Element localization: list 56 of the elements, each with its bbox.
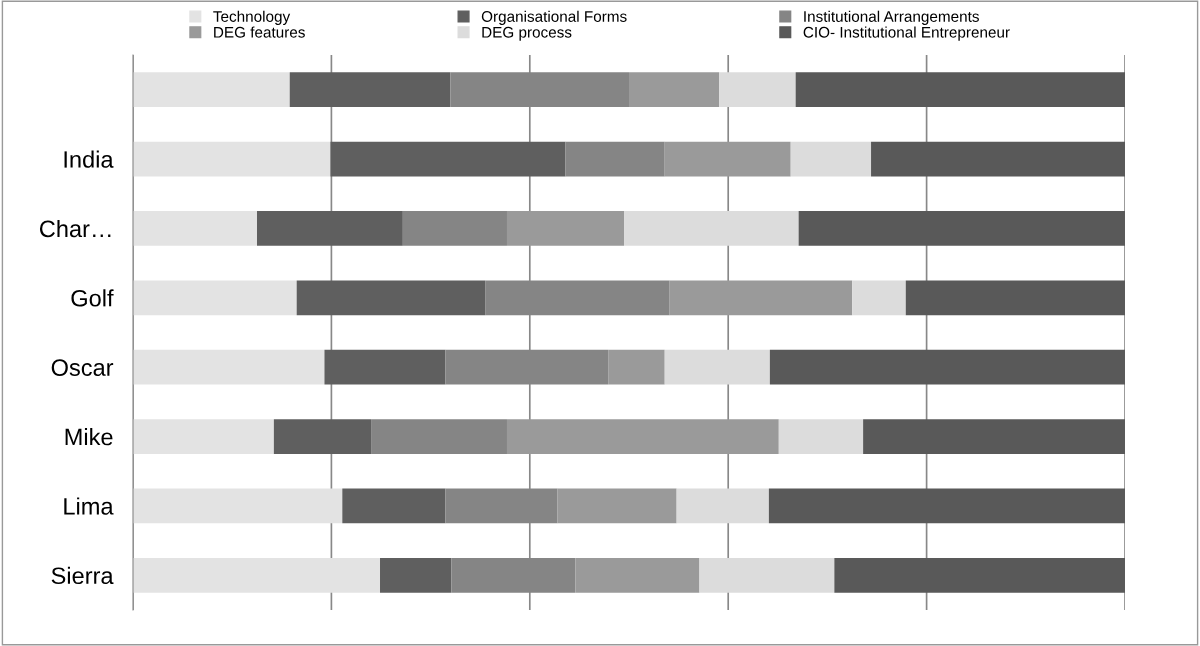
- bar: [133, 141, 331, 177]
- bar: [557, 488, 677, 524]
- bar: [863, 419, 1125, 454]
- bar: [719, 72, 796, 108]
- bar: [133, 557, 381, 593]
- legend-label: Technology: [213, 10, 291, 25]
- bar: [669, 280, 853, 316]
- bar: [834, 557, 1125, 593]
- bar: [795, 72, 1125, 108]
- bar: [852, 280, 906, 316]
- bar: [380, 557, 452, 593]
- y-tick-label: Sierra: [51, 566, 114, 585]
- bar: [324, 349, 446, 385]
- bar: [133, 72, 290, 108]
- bar: [664, 141, 791, 177]
- bar: [608, 349, 665, 385]
- bar: [506, 211, 625, 246]
- bar: [790, 141, 872, 177]
- bar: [629, 72, 720, 108]
- bar: [296, 280, 486, 316]
- bar: [133, 419, 274, 454]
- legend-label: DEG process: [482, 26, 572, 41]
- bar: [565, 141, 665, 177]
- legend-label: DEG features: [214, 26, 305, 38]
- bar: [798, 211, 1125, 246]
- legend-label: CIO- Institutional Entrepreneur: [803, 26, 1010, 41]
- bar: [330, 141, 566, 177]
- y-tick-label: India: [64, 150, 114, 168]
- bar: [133, 349, 325, 385]
- bar: [133, 280, 297, 316]
- y-tick-label: Lima: [64, 497, 114, 515]
- y-tick-label: Golf: [71, 289, 114, 307]
- bar: [871, 141, 1125, 177]
- bar: [769, 349, 1125, 385]
- bar: [506, 419, 779, 454]
- bar: [133, 488, 343, 524]
- bar: [371, 419, 507, 454]
- bar: [273, 419, 372, 454]
- bar: [133, 211, 257, 246]
- bar: [905, 280, 1125, 316]
- bar: [257, 211, 403, 246]
- bar: [402, 211, 507, 246]
- y-tick-label: Char…: [39, 219, 111, 238]
- bar: [699, 557, 835, 593]
- bar: [575, 557, 700, 593]
- y-tick-label: Oscar: [51, 359, 114, 376]
- bar: [768, 488, 1125, 524]
- legend-label: Institutional Arrangements: [804, 10, 979, 25]
- bar: [342, 488, 446, 524]
- bar: [778, 419, 864, 454]
- bar: [664, 349, 770, 385]
- bar: [624, 211, 799, 246]
- bar: [289, 72, 451, 108]
- bar: [676, 488, 769, 524]
- y-tick-label: Mike: [65, 428, 113, 446]
- legend-label: Organisational Forms: [481, 10, 627, 25]
